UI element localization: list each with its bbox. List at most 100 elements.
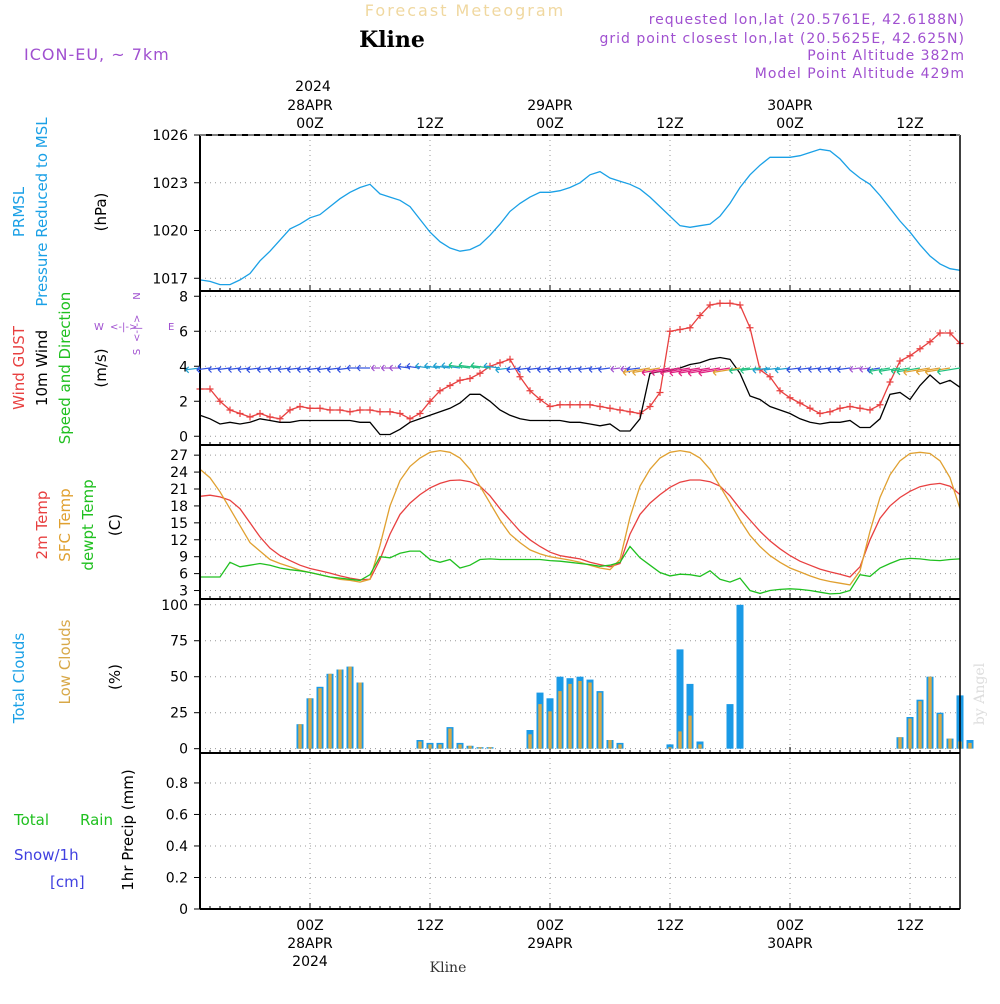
- low-cloud-bar: [358, 682, 362, 749]
- wind-arrow-head: [506, 366, 511, 374]
- total-cloud-bar: [666, 744, 674, 749]
- gust-marker: [886, 378, 894, 386]
- wind-arrow-head: [729, 367, 733, 375]
- wind-arrow-head: [185, 366, 190, 374]
- wind-arrow-head: [869, 367, 874, 375]
- low-cloud-bar: [428, 744, 432, 749]
- gust-marker: [416, 410, 424, 417]
- y-tick-label: 0.4: [166, 839, 188, 855]
- wind-arrow-head: [267, 366, 272, 373]
- gust-marker: [736, 301, 744, 309]
- low-cloud-bar: [618, 744, 622, 749]
- low-cloud-bar: [468, 745, 472, 749]
- low-cloud-bar: [908, 718, 912, 749]
- low-cloud-bar: [688, 715, 692, 749]
- low-cloud-bar: [458, 744, 462, 749]
- wind-arrow-head: [370, 364, 375, 372]
- gust-marker: [946, 329, 954, 337]
- gust-marker: [606, 404, 614, 412]
- series-10m-wind: [199, 356, 961, 436]
- low-cloud-bar: [348, 666, 352, 749]
- top-date-label: 28APR: [287, 98, 333, 114]
- low-cloud-bar: [568, 683, 572, 749]
- series-2m-temp: [199, 479, 961, 581]
- gust-marker: [676, 326, 684, 333]
- wind-arrow: [678, 367, 711, 374]
- gust-marker: [376, 408, 384, 416]
- wind-arrow: [424, 365, 441, 369]
- gust-marker: [916, 345, 924, 353]
- wind-arrow-head: [336, 366, 341, 374]
- gust-marker: [406, 415, 414, 423]
- pressure-label-prmsl: PRMSL: [10, 186, 28, 237]
- gust-marker: [766, 373, 774, 381]
- top-hour-label: 12Z: [656, 116, 683, 132]
- wind-arrow-head: [397, 363, 402, 370]
- compass-w: W: [94, 322, 104, 333]
- low-cloud-bar: [448, 728, 452, 749]
- gust-marker: [926, 338, 934, 346]
- gust-marker: [686, 324, 694, 332]
- gust-marker: [306, 404, 314, 412]
- precip-labels: Total Rain Snow/1h [cm] 1hr Precip (mm): [13, 769, 137, 891]
- gust-marker: [496, 359, 504, 367]
- wind-arrow-head: [588, 365, 593, 373]
- wind-arrow-head: [669, 369, 674, 377]
- top-hour-label: 00Z: [536, 116, 563, 132]
- gust-marker: [336, 406, 344, 414]
- cloud-unit: (%): [106, 664, 124, 690]
- low-cloud-bar: [698, 744, 702, 749]
- temp-label-2m: 2m Temp: [33, 491, 51, 560]
- wind-arrow-head: [797, 366, 802, 373]
- gust-marker: [786, 394, 794, 402]
- gust-marker: [476, 369, 484, 377]
- gust-marker: [296, 403, 304, 410]
- temp-unit: (C): [106, 514, 124, 536]
- wind-arrow: [925, 367, 951, 373]
- wind-arrow-head: [346, 364, 351, 372]
- top-year: 2024: [295, 79, 331, 95]
- top-hour-labels: 00Z 12Z 00Z 12Z 00Z 12Z: [296, 116, 923, 132]
- wind-arrow-head: [458, 361, 463, 369]
- wind-arrow: [869, 367, 891, 372]
- bottom-hour-label: 00Z: [296, 918, 323, 934]
- wind-arrow-head: [817, 366, 822, 373]
- wind-arrow-head: [774, 366, 779, 374]
- wind-arrow-head: [712, 368, 717, 376]
- grid-point-coords: grid point closest lon,lat (20.5625E, 42…: [599, 31, 965, 47]
- series-prmsl: [199, 148, 961, 286]
- wind-arrow-head: [277, 366, 282, 373]
- wind-arrow: [246, 367, 261, 371]
- wind-arrow-head: [406, 362, 411, 370]
- gust-marker: [646, 403, 654, 410]
- wind-label-gust: Wind GUST: [10, 325, 28, 410]
- wind-arrow-head: [495, 366, 500, 374]
- wind-arrow-head: [526, 366, 531, 374]
- wind-arrow-head: [849, 365, 854, 373]
- wind-arrow: [891, 367, 911, 372]
- wind-arrow: [786, 367, 801, 371]
- wind-arrow-head: [389, 364, 394, 372]
- gust-marker: [506, 355, 514, 363]
- wind-arrow-head: [763, 366, 768, 374]
- wind-arrow: [837, 367, 851, 371]
- low-cloud-bar: [558, 691, 562, 749]
- bottom-date-label: 30APR: [767, 936, 813, 952]
- top-hour-label: 12Z: [416, 116, 443, 132]
- station-title: Kline: [359, 27, 425, 53]
- wind-arrow: [557, 367, 571, 371]
- wind-arrow-head: [678, 369, 683, 377]
- wind-label-10m: 10m Wind: [33, 330, 51, 406]
- wind-arrow-head: [516, 366, 521, 374]
- y-tick-label: 25: [170, 706, 188, 722]
- bottom-hour-label: 00Z: [776, 918, 803, 934]
- y-tick-label: 75: [170, 634, 188, 650]
- compass-s: S: [132, 349, 143, 355]
- y-tick-label: 1026: [152, 128, 188, 144]
- low-cloud-bar: [578, 681, 582, 749]
- top-date-label: 30APR: [767, 98, 813, 114]
- gust-marker: [536, 396, 544, 403]
- wind-arrow-head: [660, 369, 664, 377]
- y-tick-label: 1023: [152, 176, 188, 192]
- wind-arrow-head: [578, 366, 582, 373]
